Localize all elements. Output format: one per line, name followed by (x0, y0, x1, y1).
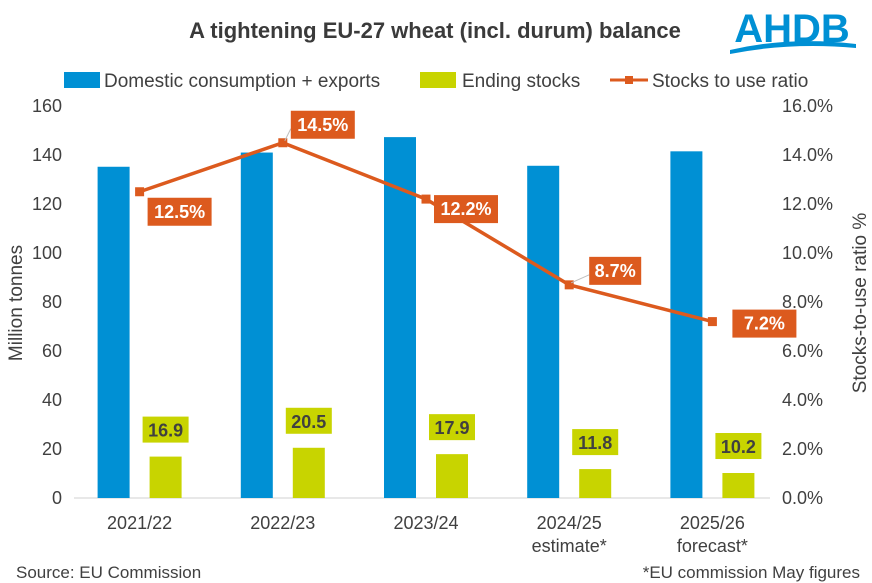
right-axis-ticks: 0.0% 2.0% 4.0% 6.0% 8.0% 10.0% 12.0% 14.0% 16.0% (782, 96, 833, 508)
ratio-label: 8.7% (595, 261, 636, 281)
right-tick-label: 16.0% (782, 96, 833, 116)
ratio-label: 7.2% (744, 314, 785, 334)
stocks-label: 20.5 (291, 412, 326, 432)
ratio-label-box (732, 309, 797, 338)
right-tick-label: 12.0% (782, 194, 833, 214)
left-axis-title: Million tonnes (6, 245, 27, 361)
ratio-marker (707, 317, 717, 327)
stocks-label-box (572, 429, 619, 456)
consumption-bar (527, 165, 560, 498)
left-tick-label: 0 (52, 488, 62, 508)
legend: Domestic consumption + exports Ending st… (64, 71, 808, 92)
stocks-bar (436, 454, 468, 498)
ratio-line-series (135, 138, 717, 327)
ratio-label: 12.2% (440, 199, 491, 219)
right-tick-label: 0.0% (782, 488, 823, 508)
category-labels: 2021/22 2022/23 2023/24 2024/25 estimate* 202… (107, 513, 748, 556)
consumption-bar (97, 166, 130, 498)
ratio-marker (135, 187, 145, 197)
right-tick-label: 14.0% (782, 145, 833, 165)
stocks-data-labels: 16.9 20.5 17.9 11.8 10.2 (142, 407, 762, 460)
stocks-bar (149, 456, 182, 498)
consumption-bar (384, 137, 416, 499)
ratio-label-box (589, 256, 642, 285)
stocks-label: 17.9 (434, 418, 469, 438)
category-label: 2024/25 (537, 513, 602, 533)
footnote: *EU commission May figures (643, 563, 860, 582)
right-tick-label: 6.0% (782, 341, 823, 361)
category-sublabel: estimate* (532, 536, 607, 556)
left-tick-label: 120 (32, 194, 62, 214)
left-tick-label: 20 (42, 439, 62, 459)
source-note: Source: EU Commission (16, 563, 201, 582)
stocks-label-box (142, 416, 189, 443)
stocks-bar (579, 469, 612, 498)
consumption-bar (240, 152, 273, 499)
consumption-bars (97, 137, 703, 499)
right-axis-title: Stocks-to-use ratio % (850, 213, 871, 394)
left-tick-label: 160 (32, 96, 62, 116)
stocks-bar (292, 447, 325, 498)
category-sublabel: forecast* (677, 536, 748, 556)
ratio-leader-line (570, 274, 590, 284)
legend-marker-ratio (625, 76, 633, 84)
legend-label-consumption: Domestic consumption + exports (104, 71, 380, 92)
stocks-label: 16.9 (148, 421, 183, 441)
ahdb-logo: AHDB (730, 7, 856, 54)
right-tick-label: 8.0% (782, 292, 823, 312)
category-label: 2023/24 (393, 513, 458, 533)
left-tick-label: 140 (32, 145, 62, 165)
right-tick-label: 2.0% (782, 439, 823, 459)
stocks-label: 11.8 (578, 433, 612, 453)
left-tick-label: 80 (42, 292, 62, 312)
left-axis-ticks: 0 20 40 60 80 100 120 140 160 (32, 96, 62, 508)
ratio-marker (564, 280, 574, 290)
consumption-bar (670, 151, 703, 498)
left-tick-label: 40 (42, 390, 62, 410)
stocks-label-box (715, 433, 762, 460)
ratio-label: 12.5% (154, 202, 205, 222)
category-label: 2025/26 (680, 513, 745, 533)
right-tick-label: 4.0% (782, 390, 823, 410)
stocks-bar (722, 473, 755, 498)
ratio-label-box (290, 110, 355, 139)
category-label: 2021/22 (107, 513, 172, 533)
stocks-label-box (285, 407, 332, 434)
legend-swatch-consumption (64, 72, 100, 88)
ratio-leader-line (284, 128, 292, 141)
chart-title: A tightening EU-27 wheat (incl. durum) b… (189, 18, 681, 43)
ratio-line (139, 140, 713, 324)
stocks-label: 10.2 (721, 437, 756, 457)
right-tick-label: 10.0% (782, 243, 833, 263)
legend-label-stocks: Ending stocks (462, 71, 580, 92)
ratio-label-box (147, 197, 212, 226)
legend-label-ratio: Stocks to use ratio (652, 71, 808, 92)
ratio-label-box (434, 195, 498, 224)
ratio-label: 14.5% (297, 115, 348, 135)
stocks-bars (149, 447, 755, 498)
left-tick-label: 60 (42, 341, 62, 361)
ratio-data-labels: 12.5% 14.5% 12.2% 8.7% 7.2% (147, 110, 797, 338)
stocks-label-box (429, 414, 475, 441)
ratio-marker (278, 138, 288, 148)
left-tick-label: 100 (32, 243, 62, 263)
legend-swatch-stocks (420, 72, 456, 88)
category-label: 2022/23 (250, 513, 315, 533)
ratio-marker (421, 194, 431, 204)
